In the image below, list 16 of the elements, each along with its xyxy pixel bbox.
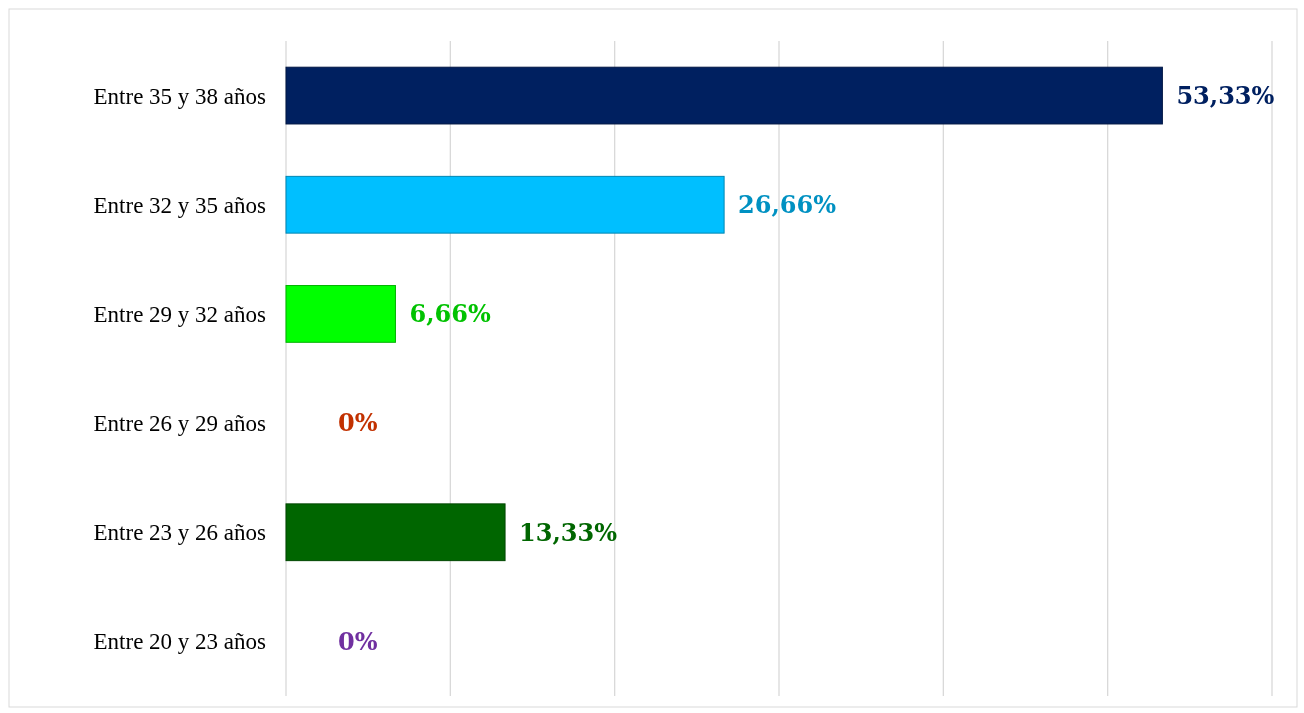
bar bbox=[285, 285, 396, 343]
data-label: 0% bbox=[338, 626, 378, 656]
data-label: 26,66% bbox=[738, 190, 837, 220]
y-tick-label: Entre 23 y 26 años bbox=[93, 520, 267, 546]
y-tick-label: Entre 26 y 29 años bbox=[93, 411, 267, 437]
y-tick-label: Entre 20 y 23 años bbox=[93, 629, 267, 655]
y-tick-label: Entre 35 y 38 años bbox=[93, 83, 267, 109]
bar bbox=[285, 503, 506, 562]
data-label: 13,33% bbox=[519, 517, 618, 547]
data-label: 53,33% bbox=[1176, 80, 1275, 110]
bar bbox=[285, 175, 725, 234]
bar bbox=[285, 66, 1163, 125]
data-label: 6,66% bbox=[409, 299, 491, 329]
data-label: 0% bbox=[338, 408, 378, 438]
y-tick-label: Entre 32 y 35 años bbox=[93, 192, 267, 218]
y-tick-label: Entre 29 y 32 años bbox=[93, 301, 267, 327]
